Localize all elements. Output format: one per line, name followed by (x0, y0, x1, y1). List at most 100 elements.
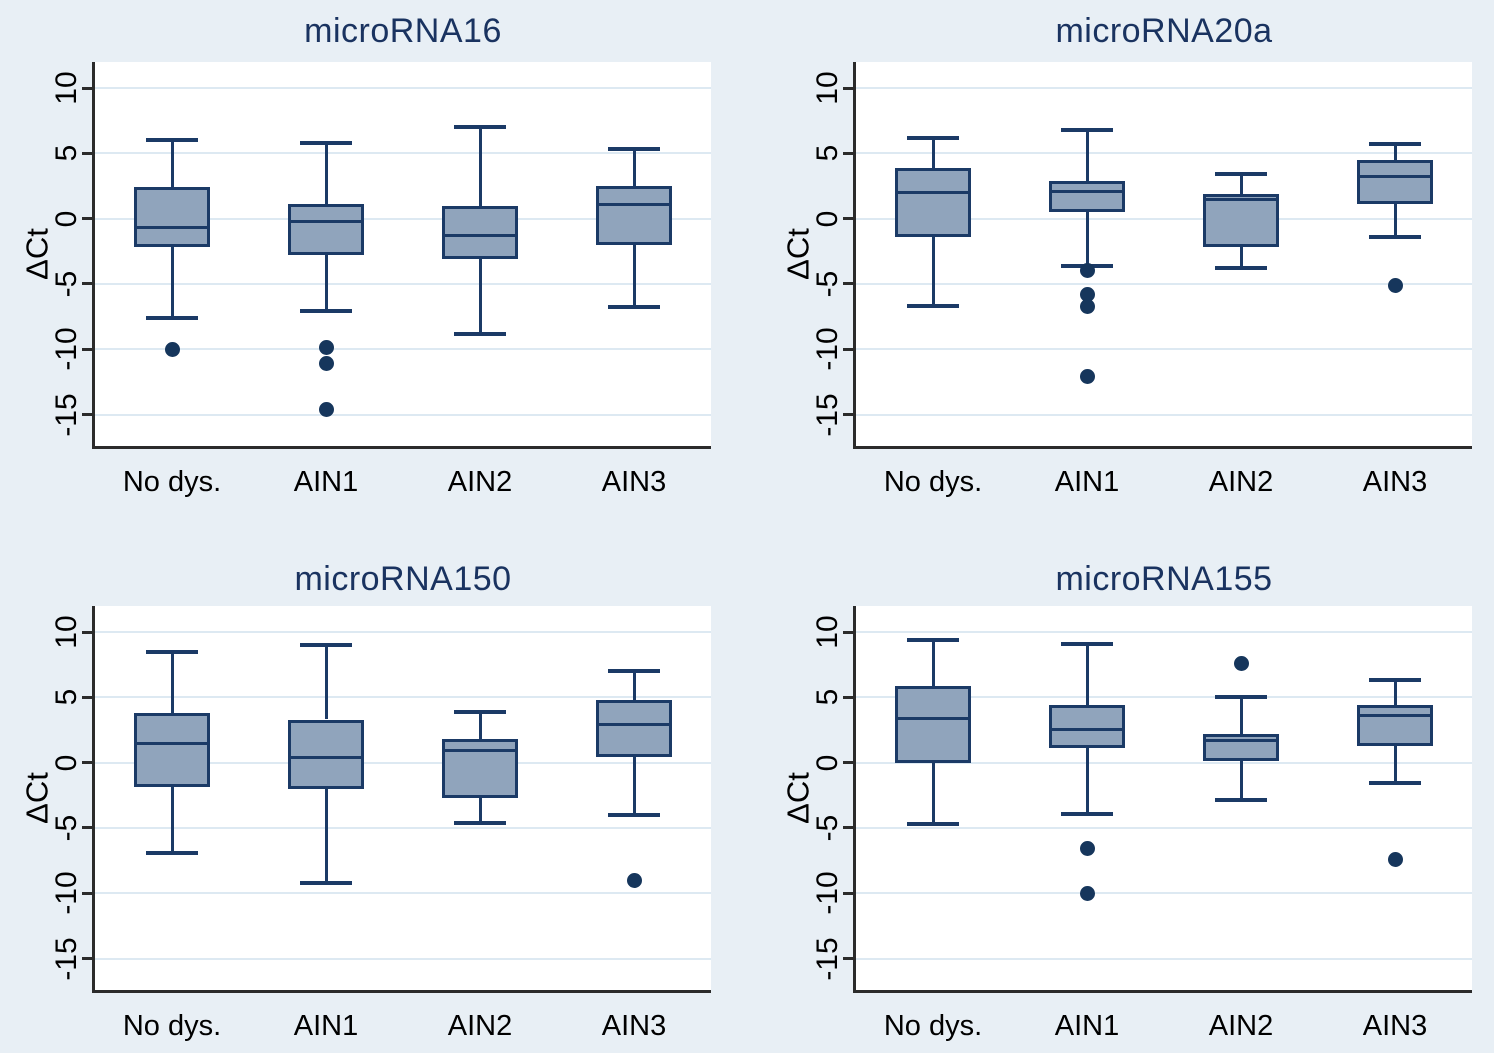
y-tick-label: 10 (50, 615, 83, 649)
whisker-lower-cap (608, 812, 660, 817)
y-tick-label: -5 (811, 814, 844, 842)
whisker-upper-cap (146, 649, 198, 654)
y-axis-tick (82, 761, 92, 765)
panel-microrna16: microRNA16 10 5 0 -5 -10 -15 ΔCt No dys. AIN1 AIN… (0, 0, 747, 527)
median-line (288, 219, 364, 223)
box (895, 685, 971, 763)
whisker-lower-stem (478, 259, 482, 334)
y-axis-tick (82, 347, 92, 351)
y-axis-tick (82, 413, 92, 416)
y-axis-title: ΔCt (780, 228, 816, 280)
y-tick-label: 0 (811, 210, 844, 227)
y-tick-label: -5 (811, 270, 844, 298)
whisker-upper-cap (300, 140, 352, 145)
whisker-lower-cap (1369, 781, 1421, 786)
outlier-dot (1079, 298, 1095, 314)
y-axis-line (853, 606, 856, 993)
whisker-upper-stem (1085, 643, 1089, 706)
gridline (856, 282, 1472, 285)
y-axis-tick (843, 347, 853, 351)
y-tick-label: 5 (50, 144, 83, 162)
whisker-upper-cap (1215, 695, 1267, 700)
box (895, 167, 971, 237)
gridline (95, 282, 711, 285)
outlier-dot (1387, 277, 1403, 293)
box (442, 739, 518, 798)
outlier-dot (164, 341, 180, 357)
median-line (442, 749, 518, 753)
whisker-lower-stem (931, 236, 935, 307)
whisker-upper-cap (907, 637, 959, 642)
whisker-lower-cap (1061, 811, 1113, 816)
median-line (134, 226, 210, 230)
plot-area (95, 606, 711, 990)
panel-microrna155: microRNA155 10 5 0 -5 -10 -15 ΔCt No dys. AIN1 AI… (747, 526, 1494, 1053)
outlier-dot (626, 872, 642, 888)
whisker-lower-stem (1239, 761, 1243, 801)
y-tick-label: -15 (811, 936, 844, 981)
gridline (95, 87, 711, 89)
whisker-upper-cap (1215, 172, 1267, 177)
whisker-upper-stem (931, 137, 935, 168)
median-line (134, 741, 210, 745)
whisker-lower-cap (454, 820, 506, 825)
gridline (95, 348, 711, 351)
whisker-upper-cap (1369, 142, 1421, 147)
gridline (95, 152, 711, 155)
median-line (1203, 738, 1279, 742)
whisker-upper-cap (300, 643, 352, 648)
x-category-label: AIN2 (1208, 466, 1274, 498)
x-category-label: No dys. (883, 466, 983, 498)
whisker-upper-stem (632, 671, 636, 700)
x-category-label: AIN2 (447, 1010, 513, 1042)
median-line (895, 190, 971, 194)
plot-area (856, 606, 1472, 990)
whisker-lower-stem (632, 244, 636, 308)
box (1203, 733, 1279, 762)
y-tick-label: -10 (50, 871, 83, 915)
whisker-upper-cap (1061, 127, 1113, 132)
whisker-lower-cap (907, 304, 959, 309)
x-category-label: AIN1 (293, 1010, 359, 1042)
y-axis-tick (82, 695, 92, 699)
whisker-lower-cap (1215, 266, 1267, 271)
whisker-upper-stem (478, 127, 482, 206)
whisker-upper-cap (454, 125, 506, 130)
whisker-lower-stem (1085, 748, 1089, 814)
y-axis-tick (843, 282, 853, 286)
y-tick-label: -10 (50, 327, 83, 371)
y-axis-tick (82, 630, 92, 634)
outlier-dot (1079, 286, 1095, 302)
y-axis-tick (82, 86, 92, 90)
whisker-lower-cap (146, 850, 198, 855)
y-axis-tick (843, 86, 853, 90)
x-category-label: AIN3 (601, 466, 667, 498)
whisker-lower-stem (632, 757, 636, 815)
whisker-lower-cap (1215, 798, 1267, 803)
whisker-lower-cap (608, 305, 660, 310)
whisker-lower-stem (170, 247, 174, 318)
whisker-upper-cap (907, 135, 959, 140)
box (1049, 705, 1125, 749)
y-tick-label: 5 (811, 144, 844, 162)
y-axis-tick (843, 630, 853, 634)
whisker-upper-stem (1393, 144, 1397, 160)
median-line (1357, 714, 1433, 718)
y-tick-label: 5 (50, 688, 83, 706)
whisker-lower-cap (146, 315, 198, 320)
whisker-lower-cap (1369, 234, 1421, 239)
whisker-lower-stem (324, 255, 328, 312)
y-tick-label: -15 (811, 392, 844, 437)
y-tick-label: -10 (811, 871, 844, 915)
median-line (1049, 728, 1125, 732)
y-axis-tick (843, 151, 853, 155)
x-axis-line (92, 990, 711, 993)
y-axis-title: ΔCt (19, 228, 55, 280)
y-tick-label: 5 (811, 688, 844, 706)
y-axis-tick (82, 151, 92, 155)
panel-microrna150: microRNA150 10 5 0 -5 -10 -15 ΔCt No dys. AIN1 AI… (0, 526, 747, 1053)
median-line (1203, 197, 1279, 201)
gridline (95, 761, 711, 764)
y-axis-tick (843, 413, 853, 416)
